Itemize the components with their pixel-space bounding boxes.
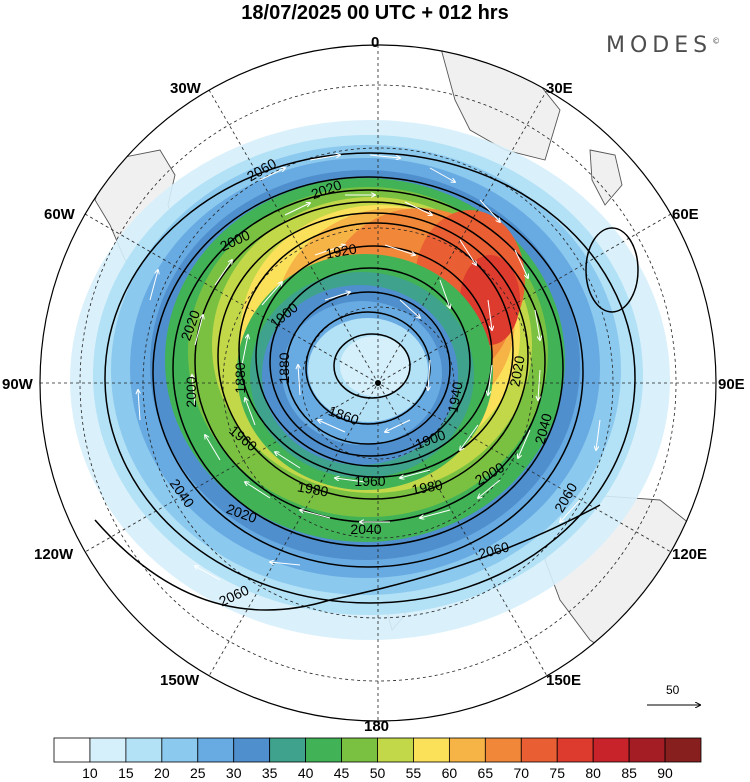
longitude-label-90w: 90W [2, 376, 33, 393]
contour-label: 1980 [296, 478, 330, 499]
longitude-label-60e: 60E [672, 206, 699, 223]
brand-text: MODES [606, 33, 713, 58]
colorbar-swatch [520, 737, 558, 763]
colorbar-tick-label: 30 [225, 765, 242, 781]
colorbar-tick-label: 75 [549, 765, 566, 781]
longitude-label-90e: 90E [718, 376, 745, 393]
colorbar-tick-label: 90 [657, 765, 673, 781]
longitude-label-150w: 150W [160, 672, 200, 689]
colorbar-swatch [664, 737, 702, 763]
longitude-label-30w: 30W [170, 80, 201, 97]
map-boundary [39, 44, 717, 722]
colorbar-tick-label: 15 [118, 765, 134, 781]
contour-label: 1920 [324, 240, 358, 261]
longitude-label-120e: 120E [672, 546, 708, 563]
longitude-label-180: 180 [364, 718, 390, 735]
colorbar-tick-label: 85 [621, 765, 637, 781]
colorbar-tick-label: 50 [369, 765, 386, 781]
wind-vectors [138, 155, 601, 581]
colorbar-swatch [125, 737, 163, 763]
colorbar-swatch [53, 737, 91, 763]
map-title: 18/07/2025 00 UTC + 012 hrs [241, 2, 509, 24]
colorbar-tick-label: 35 [261, 765, 278, 781]
colorbar-tick-label: 70 [513, 765, 530, 781]
colorbar-tick-label: 55 [405, 765, 422, 781]
colorbar-tick-label: 65 [477, 765, 494, 781]
land-madagascar [589, 149, 623, 206]
contour-label: 2000 [183, 376, 199, 407]
vector-reference-label: 50 [666, 683, 680, 697]
colorbar-swatch [377, 737, 414, 763]
colorbar-swatch [592, 737, 630, 763]
colorbar-swatch [233, 737, 271, 763]
colorbar-swatch [341, 737, 378, 763]
colorbar-tick-label: 80 [585, 765, 601, 781]
colorbar-tick-label: 45 [333, 765, 350, 781]
contour-label: 1880 [232, 362, 248, 393]
colorbar-tick-label: 10 [82, 765, 98, 781]
colorbar [53, 737, 702, 763]
contour-label: 2040 [350, 521, 381, 537]
contour-label: 1980 [410, 476, 444, 497]
colorbar-tick-label: 60 [441, 765, 458, 781]
colorbar-tick-label: 20 [154, 765, 170, 781]
contour-label: 2040 [531, 411, 555, 445]
colorbar-swatch [161, 737, 199, 763]
longitude-label-120w: 120W [34, 546, 74, 563]
contour-label: 1960 [354, 473, 385, 489]
colorbar-swatch [448, 737, 486, 763]
colorbar-swatch [484, 737, 522, 763]
longitude-label-150e: 150E [546, 672, 582, 689]
colorbar-swatch [556, 737, 594, 763]
brand-logo: MODES© [606, 33, 720, 58]
contour-label: 2060 [477, 538, 511, 562]
longitude-label-0: 0 [371, 34, 380, 51]
colorbar-swatch [628, 737, 666, 763]
colorbar-tick-label: 40 [297, 765, 314, 781]
colorbar-swatch [413, 737, 450, 763]
contour-label: 1880 [276, 352, 292, 383]
longitude-label-60w: 60W [44, 206, 75, 223]
colorbar-swatch [197, 737, 235, 763]
contour-label: 2020 [506, 354, 527, 388]
colorbar-swatch [89, 737, 127, 763]
copyright-mark: © [712, 36, 721, 46]
wind-speed-field [70, 120, 670, 640]
colorbar-tick-label: 25 [189, 765, 206, 781]
map-disc [40, 45, 716, 721]
colorbar-swatch [305, 737, 342, 763]
pole-marker [375, 380, 381, 386]
longitude-label-30e: 30E [546, 80, 573, 97]
colorbar-swatch [269, 737, 307, 763]
contour-label: 1940 [444, 380, 465, 414]
polar-map: 2060 2020 1920 2000 1900 1880 2020 1860 … [39, 44, 717, 722]
